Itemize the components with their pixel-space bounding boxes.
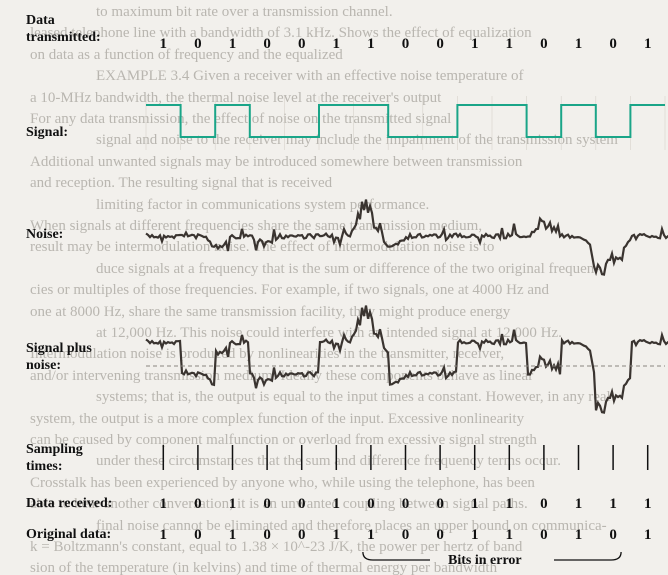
- data-transmitted-bit: 0: [263, 36, 271, 52]
- data-received-bit: 0: [297, 496, 306, 512]
- data-transmitted-bit: 0: [401, 36, 410, 52]
- data-received-bit: 0: [367, 496, 375, 512]
- data-transmitted-bit: 0: [436, 36, 444, 52]
- data-received-bit: 0: [263, 496, 271, 512]
- data-received-bit: 1: [574, 496, 583, 512]
- label-signal-plus-noise: Signal plus noise:: [26, 341, 92, 373]
- noise-waveform: [145, 199, 668, 277]
- bits-in-error-label: Bits in error: [448, 553, 522, 568]
- data-received-bit: 0: [401, 496, 410, 512]
- original-data-bit: 1: [159, 527, 168, 543]
- data-transmitted-bit: 1: [367, 36, 375, 52]
- original-data-bit: 1: [574, 527, 583, 543]
- label-data-transmitted: Data transmitted:: [26, 13, 101, 45]
- data-transmitted-bit: 1: [159, 36, 168, 52]
- data-transmitted-bit: 0: [540, 36, 548, 52]
- data-transmitted-bit: 1: [470, 36, 479, 52]
- original-data-bits: 1 0 1 0 0 1 1 0 0 1 1 0 1 0 1: [0, 525, 668, 545]
- data-received-bit: 1: [470, 496, 479, 512]
- data-transmitted-bit: 0: [194, 36, 202, 52]
- data-received-bit: 1: [643, 496, 652, 512]
- label-original-data: Original data:: [26, 527, 112, 542]
- label-noise: Noise:: [26, 227, 64, 242]
- original-data-bit: 1: [228, 527, 237, 543]
- data-received-bit: 1: [159, 496, 168, 512]
- data-received-bit: 0: [436, 496, 444, 512]
- original-data-bit: 0: [401, 527, 410, 543]
- sampling-time-ticks: [162, 445, 649, 470]
- bits-in-error-bracket: [362, 551, 622, 561]
- original-data-bit: 1: [643, 527, 652, 543]
- data-transmitted-bit: 1: [228, 36, 237, 52]
- data-received-bit: 1: [228, 496, 237, 512]
- label-sampling-times: Sampling times:: [26, 442, 83, 474]
- data-received-bit: 1: [609, 496, 617, 512]
- data-transmitted-bit: 0: [609, 36, 617, 52]
- data-transmitted-bit: 1: [574, 36, 583, 52]
- data-transmitted-bit: 1: [332, 36, 341, 52]
- label-signal: Signal:: [26, 125, 69, 140]
- signal-plus-noise-waveform: [145, 305, 668, 414]
- original-data-bit: 0: [194, 527, 202, 543]
- data-transmitted-bit: 1: [505, 36, 514, 52]
- original-data-bit: 0: [540, 527, 548, 543]
- data-received-bit: 0: [540, 496, 548, 512]
- data-received-bit: 1: [505, 496, 514, 512]
- data-received-bit: 0: [194, 496, 202, 512]
- original-data-bit: 1: [332, 527, 341, 543]
- data-transmitted-bits: 1 0 1 0 0 1 1 0 0 1 1 0 1 0 1: [0, 34, 668, 54]
- original-data-bit: 0: [263, 527, 271, 543]
- original-data-bit: 1: [470, 527, 479, 543]
- original-data-bit: 0: [297, 527, 306, 543]
- original-data-bit: 0: [436, 527, 444, 543]
- original-data-bit: 1: [367, 527, 375, 543]
- data-transmitted-bit: 1: [643, 36, 652, 52]
- data-received-bits: 1 0 1 0 0 1 0 0 0 1 1 0 1 1 1: [0, 494, 668, 514]
- signal-waveform: [146, 104, 665, 138]
- original-data-bit: 1: [505, 527, 514, 543]
- label-data-received: Data received:: [26, 496, 113, 511]
- data-received-bit: 1: [332, 496, 341, 512]
- data-transmitted-bit: 0: [297, 36, 306, 52]
- original-data-bit: 0: [609, 527, 617, 543]
